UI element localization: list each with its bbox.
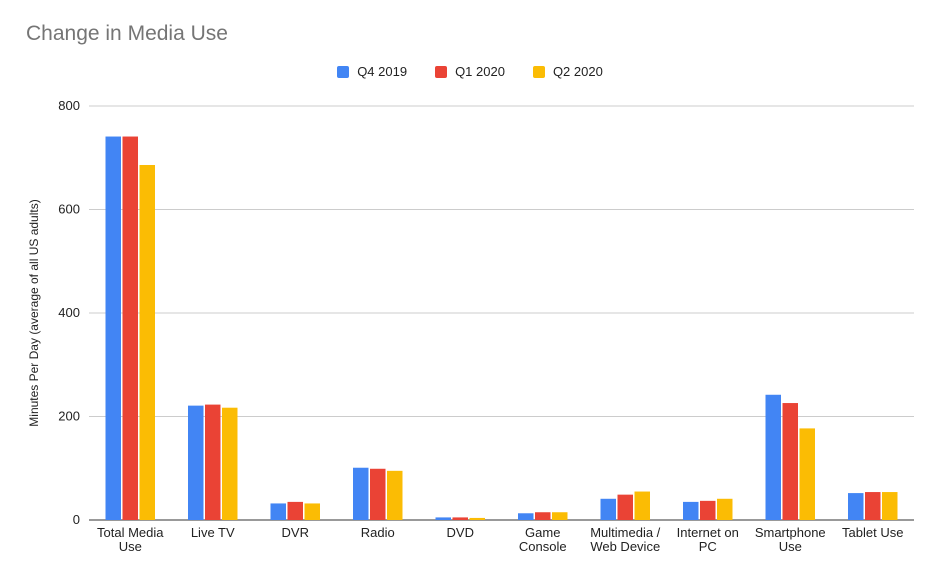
bar[interactable] bbox=[304, 503, 321, 520]
bar[interactable] bbox=[222, 407, 238, 520]
bar[interactable] bbox=[270, 503, 287, 520]
x-tick-label: Console bbox=[519, 539, 567, 554]
bar[interactable] bbox=[205, 404, 221, 520]
bar[interactable] bbox=[700, 500, 716, 520]
legend-item-q1-2020[interactable]: Q1 2020 bbox=[435, 64, 505, 79]
bar[interactable] bbox=[188, 405, 204, 520]
legend-label: Q4 2019 bbox=[357, 64, 408, 79]
bar[interactable] bbox=[683, 501, 699, 520]
bar[interactable] bbox=[105, 136, 122, 520]
bar[interactable] bbox=[122, 136, 139, 520]
x-tick-label: DVR bbox=[282, 525, 309, 540]
bar[interactable] bbox=[799, 428, 816, 520]
legend-swatch bbox=[532, 65, 545, 78]
bar[interactable] bbox=[469, 517, 486, 520]
chart-legend: Q4 2019 Q1 2020 Q2 2020 bbox=[0, 64, 940, 79]
x-tick-label: Tablet Use bbox=[842, 525, 903, 540]
legend-label: Q1 2020 bbox=[455, 64, 505, 79]
legend-label: Q2 2020 bbox=[552, 64, 603, 79]
bar[interactable] bbox=[370, 468, 386, 520]
y-axis-title: Minutes Per Day (average of all US adult… bbox=[27, 199, 41, 426]
y-tick-label: 0 bbox=[73, 512, 80, 527]
x-tick-label: Web Device bbox=[590, 539, 660, 554]
x-tick-label: Smartphone bbox=[755, 525, 826, 540]
x-tick-label: Multimedia / bbox=[590, 525, 660, 540]
y-tick-label: 400 bbox=[58, 305, 80, 320]
bar[interactable] bbox=[765, 394, 782, 520]
x-tick-label: Total Media bbox=[97, 525, 164, 540]
bar[interactable] bbox=[865, 492, 881, 520]
x-tick-label: Internet on bbox=[677, 525, 739, 540]
bar[interactable] bbox=[617, 494, 634, 520]
chart-title: Change in Media Use bbox=[26, 22, 228, 45]
x-tick-label: PC bbox=[699, 539, 717, 554]
x-tick-label: Game bbox=[525, 525, 560, 540]
y-tick-label: 600 bbox=[58, 202, 80, 217]
bar[interactable] bbox=[139, 164, 156, 520]
bar[interactable] bbox=[882, 492, 898, 520]
bar[interactable] bbox=[518, 513, 534, 520]
x-tick-label: Live TV bbox=[191, 525, 235, 540]
bar[interactable] bbox=[634, 491, 651, 520]
y-tick-label: 200 bbox=[58, 409, 80, 424]
bar[interactable] bbox=[452, 517, 469, 520]
x-tick-label: Radio bbox=[361, 525, 395, 540]
bar[interactable] bbox=[535, 512, 551, 520]
x-tick-label: Use bbox=[779, 539, 802, 554]
bar[interactable] bbox=[600, 498, 617, 520]
bar[interactable] bbox=[717, 498, 733, 520]
legend-item-q4-2019[interactable]: Q4 2019 bbox=[337, 64, 407, 79]
bar[interactable] bbox=[387, 470, 403, 520]
bar[interactable] bbox=[848, 493, 864, 520]
bar[interactable] bbox=[782, 403, 799, 520]
legend-swatch bbox=[435, 65, 448, 78]
legend-swatch bbox=[337, 65, 350, 78]
x-tick-label: DVD bbox=[447, 525, 474, 540]
x-tick-label: Use bbox=[119, 539, 142, 554]
bar[interactable] bbox=[435, 517, 452, 520]
bar[interactable] bbox=[287, 501, 304, 520]
legend-item-q2-2020[interactable]: Q2 2020 bbox=[532, 64, 603, 79]
bar[interactable] bbox=[552, 512, 568, 520]
y-tick-label: 800 bbox=[58, 98, 80, 113]
bar[interactable] bbox=[353, 467, 369, 520]
